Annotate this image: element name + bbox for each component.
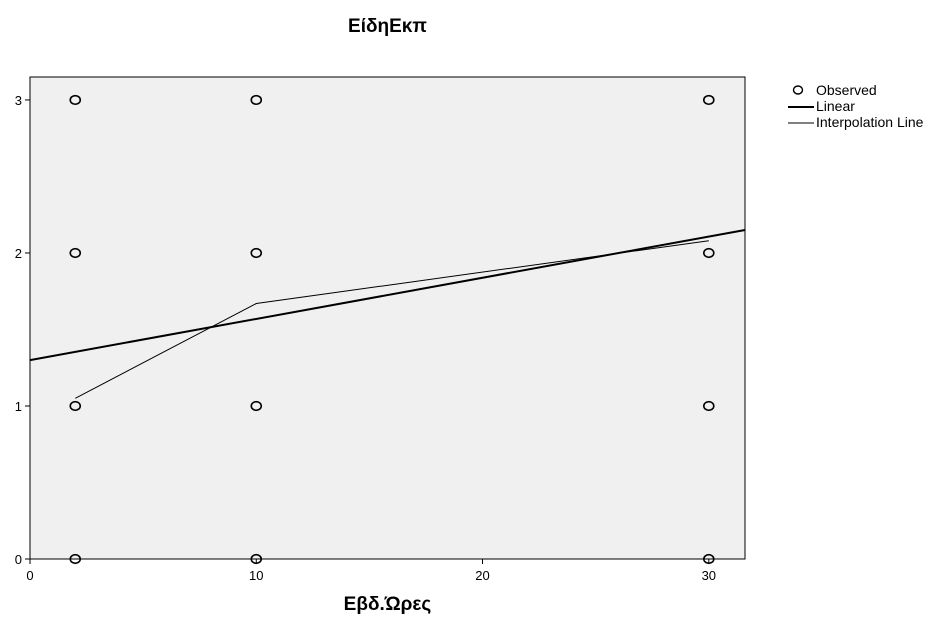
legend-label: Observed	[816, 82, 877, 98]
x-tick-label: 10	[249, 568, 263, 583]
data-point	[69, 94, 82, 106]
x-tick-label: 20	[475, 568, 489, 583]
y-tick-label: 0	[15, 552, 22, 567]
data-point	[702, 400, 715, 412]
chart-marks	[29, 94, 746, 565]
chart-title: ΕίδηΕκπ	[348, 16, 427, 37]
x-tick-label: 30	[702, 568, 716, 583]
data-point	[69, 247, 82, 259]
series-line-interpolation-line	[75, 240, 709, 399]
data-point	[702, 94, 715, 106]
y-tick-label: 1	[15, 399, 22, 414]
legend-label: Linear	[816, 98, 855, 114]
plot-area	[29, 76, 746, 560]
series-line-linear	[29, 229, 746, 362]
data-point	[69, 553, 82, 565]
data-point	[250, 247, 263, 259]
chart-axes: 0 10 20 30 0 1 2 3	[15, 93, 716, 583]
y-tick-label: 2	[15, 246, 22, 261]
legend-marker-observed	[792, 85, 804, 95]
data-point	[69, 400, 82, 412]
x-tick-label: 0	[26, 568, 33, 583]
y-tick-label: 3	[15, 93, 22, 108]
data-point	[250, 400, 263, 412]
x-axis-title: Εβδ.Ώρες	[343, 594, 432, 615]
data-point	[250, 94, 263, 106]
data-point	[702, 247, 715, 259]
legend-label: Interpolation Line	[816, 114, 924, 130]
